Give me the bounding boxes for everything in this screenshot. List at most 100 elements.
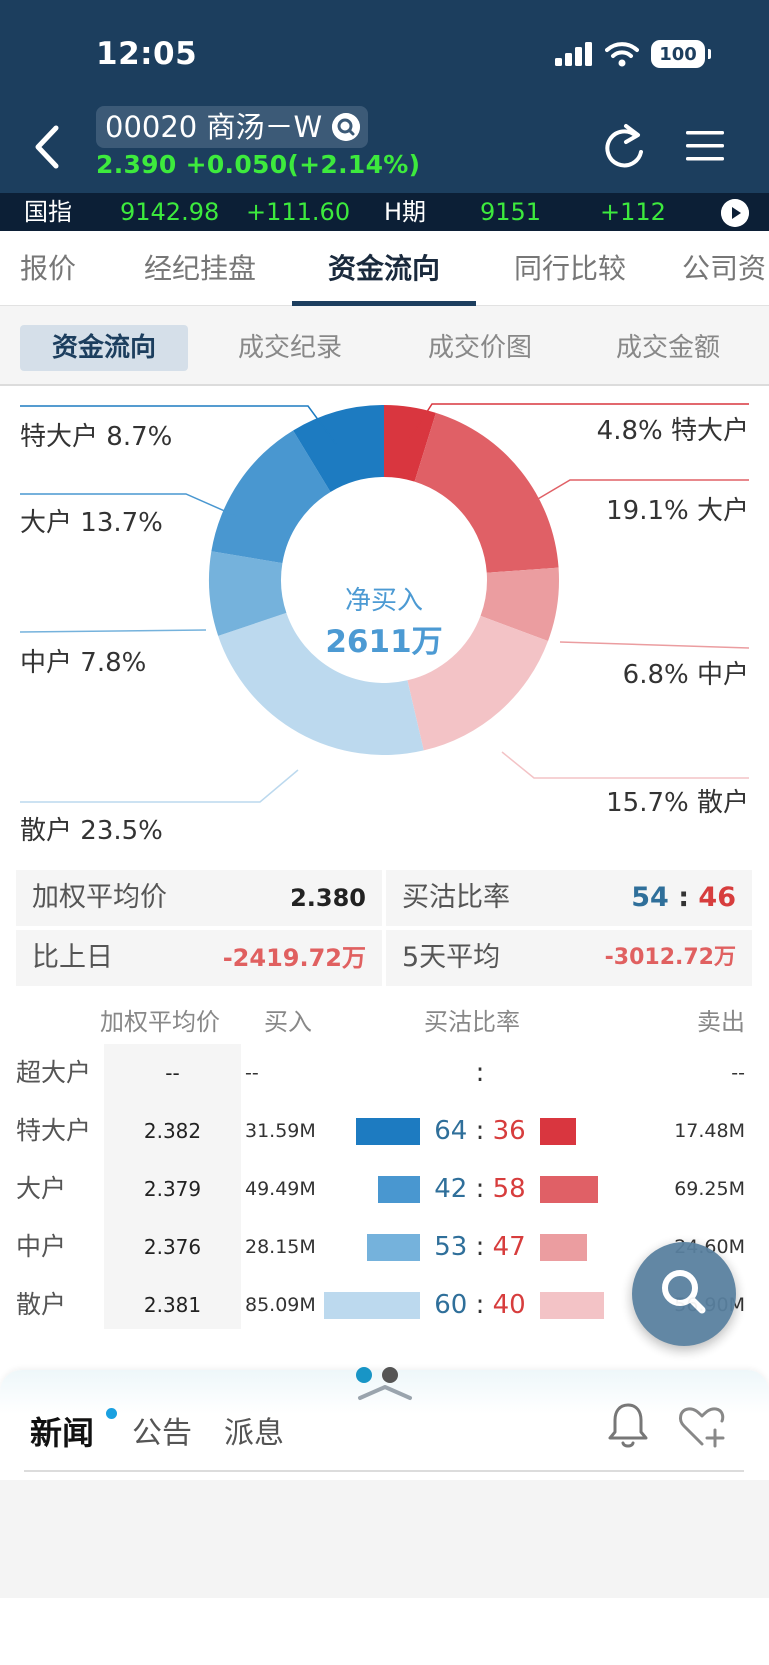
sell-bar <box>540 1118 576 1145</box>
buy-bar <box>367 1234 420 1261</box>
stat-5day-avg: 5天平均 -3012.72万 <box>386 930 752 986</box>
sell-bar <box>540 1234 587 1261</box>
buy-slice <box>218 612 424 755</box>
sell-bar <box>540 1176 598 1203</box>
row-ratio: 60 : 40 <box>434 1290 526 1320</box>
avg-column-bg <box>104 1044 241 1329</box>
row-buy-amount: 31.59M <box>245 1120 316 1142</box>
search-icon[interactable] <box>332 113 361 141</box>
buy-label-large: 大户 13.7% <box>20 508 163 538</box>
status-icons: 100 <box>555 40 711 68</box>
ratio-sell: 46 <box>698 882 736 913</box>
net-buy-value: 2611万 <box>325 624 443 660</box>
index-value: 9142.98 <box>120 198 220 226</box>
sell-slice <box>414 412 559 573</box>
floating-search-button[interactable] <box>632 1242 736 1346</box>
futures-name: H期 <box>384 198 427 226</box>
news-content-area <box>0 1480 769 1598</box>
leader-line <box>409 403 749 439</box>
buy-slice <box>209 551 287 636</box>
play-icon[interactable] <box>721 199 749 227</box>
news-tab-news[interactable]: 新闻 <box>30 1414 95 1452</box>
sell-slice <box>384 405 436 482</box>
table-row: 超大户 -- -- : -- <box>0 1044 769 1102</box>
subtab-turnover[interactable]: 成交金额 <box>615 333 720 363</box>
leader-line <box>559 641 750 649</box>
ratio-buy: 54 <box>631 882 669 913</box>
stock-selector[interactable]: 00020 商汤－W <box>96 106 369 148</box>
subtab-price-chart[interactable]: 成交价图 <box>427 333 532 363</box>
sell-slice <box>480 567 559 642</box>
main-tabs: 报价 经纪挂盘 资金流向 同行比较 公司资 <box>0 231 769 306</box>
tab-peer-compare[interactable]: 同行比较 <box>513 252 626 285</box>
row-weighted-avg: -- <box>165 1061 180 1085</box>
back-button[interactable] <box>30 122 66 172</box>
header-ratio: 买沽比率 <box>424 1008 520 1036</box>
stat-weighted-avg: 加权平均价 2.380 <box>16 870 382 926</box>
subtab-money-flow[interactable]: 资金流向 <box>20 325 188 371</box>
row-name: 特大户 <box>16 1116 92 1145</box>
index-ticker[interactable]: 国指 9142.98 +111.60 H期 9151 +112 <box>0 193 769 231</box>
bell-icon[interactable] <box>604 1400 652 1450</box>
chevron-up-icon[interactable] <box>356 1382 414 1402</box>
row-weighted-avg: 2.381 <box>143 1293 202 1317</box>
sell-bar <box>540 1292 604 1319</box>
divider <box>24 1470 744 1472</box>
row-buy-amount: -- <box>245 1062 259 1084</box>
donut-chart <box>19 403 750 803</box>
buy-slice <box>211 430 331 564</box>
row-ratio: 64 : 36 <box>434 1116 526 1146</box>
sell-label-medium: 6.8% 中户 <box>622 660 749 690</box>
news-tab-dividends[interactable]: 派息 <box>224 1416 284 1451</box>
row-name: 中户 <box>16 1232 67 1261</box>
status-time: 12:05 <box>96 36 198 72</box>
sub-tabs: 资金流向 成交纪录 成交价图 成交金额 <box>0 306 769 386</box>
leader-line <box>501 751 749 779</box>
unread-dot <box>106 1408 117 1419</box>
row-ratio: 42 : 58 <box>434 1174 526 1204</box>
sell-slice <box>407 615 549 751</box>
stat-vs-prev-day: 比上日 -2419.72万 <box>16 930 382 986</box>
row-name: 大户 <box>16 1174 67 1203</box>
buy-label-medium: 中户 7.8% <box>20 648 147 678</box>
table-row: 中户 2.376 28.15M 53 : 47 24.60M <box>0 1218 769 1276</box>
header-sell: 卖出 <box>697 1008 745 1036</box>
stock-price-change: 2.390 +0.050(+2.14%) <box>96 150 421 179</box>
tab-money-flow[interactable]: 资金流向 <box>327 252 440 285</box>
summary-stats: 加权平均价 2.380 买沽比率 54 : 46 比上日 -2419.72万 5… <box>16 870 752 988</box>
buy-bar <box>356 1118 420 1145</box>
table-row: 特大户 2.382 31.59M 64 : 36 17.48M <box>0 1102 769 1160</box>
row-name: 散户 <box>16 1290 67 1319</box>
buy-slice <box>293 405 384 492</box>
index-change: +111.60 <box>246 198 351 226</box>
buy-label-super-large: 特大户 8.7% <box>20 422 173 452</box>
sell-label-large: 19.1% 大户 <box>606 496 749 526</box>
row-ratio: 53 : 47 <box>434 1232 526 1262</box>
tab-company-info[interactable]: 公司资 <box>682 252 767 285</box>
row-buy-amount: 85.09M <box>245 1294 316 1316</box>
money-flow-donut: 特大户 8.7% 大户 13.7% 中户 7.8% 散户 23.5% 4.8% … <box>0 388 769 858</box>
buy-bar <box>378 1176 420 1203</box>
futures-change: +112 <box>600 198 666 226</box>
row-name: 超大户 <box>16 1058 92 1087</box>
heart-plus-icon[interactable] <box>676 1402 728 1450</box>
leader-line <box>20 493 237 517</box>
futures-value: 9151 <box>480 198 542 226</box>
refresh-icon[interactable] <box>600 122 648 174</box>
row-weighted-avg: 2.379 <box>143 1177 202 1201</box>
row-ratio: : <box>475 1058 485 1088</box>
tab-broker-queue[interactable]: 经纪挂盘 <box>143 252 256 285</box>
table-row: 散户 2.381 85.09M 60 : 40 56.90M <box>0 1276 769 1334</box>
tab-quote[interactable]: 报价 <box>19 252 76 285</box>
stock-title: 00020 商汤－W <box>105 110 323 144</box>
battery-indicator: 100 <box>651 40 711 68</box>
news-tab-announcements[interactable]: 公告 <box>132 1416 192 1451</box>
sell-label-super-large: 4.8% 特大户 <box>596 416 749 446</box>
table-row: 大户 2.379 49.49M 42 : 58 69.25M <box>0 1160 769 1218</box>
leader-line <box>20 769 299 803</box>
subtab-trade-record[interactable]: 成交纪录 <box>237 333 342 363</box>
row-sell-amount: -- <box>731 1062 745 1084</box>
row-sell-amount: 69.25M <box>674 1178 745 1200</box>
header-weighted-avg: 加权平均价 <box>100 1008 220 1036</box>
menu-icon[interactable] <box>686 128 724 164</box>
